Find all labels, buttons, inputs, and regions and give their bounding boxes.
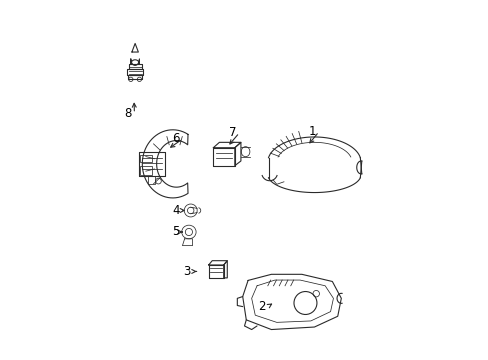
Text: 4: 4 [172,204,180,217]
Text: 3: 3 [183,265,190,278]
Bar [140,166,151,175]
Text: 5: 5 [172,225,179,238]
Bar [140,155,151,162]
Text: 1: 1 [308,125,316,138]
Text: 6: 6 [172,132,180,145]
Text: 8: 8 [124,107,131,120]
Text: 2: 2 [258,300,265,313]
Text: 7: 7 [229,126,236,139]
